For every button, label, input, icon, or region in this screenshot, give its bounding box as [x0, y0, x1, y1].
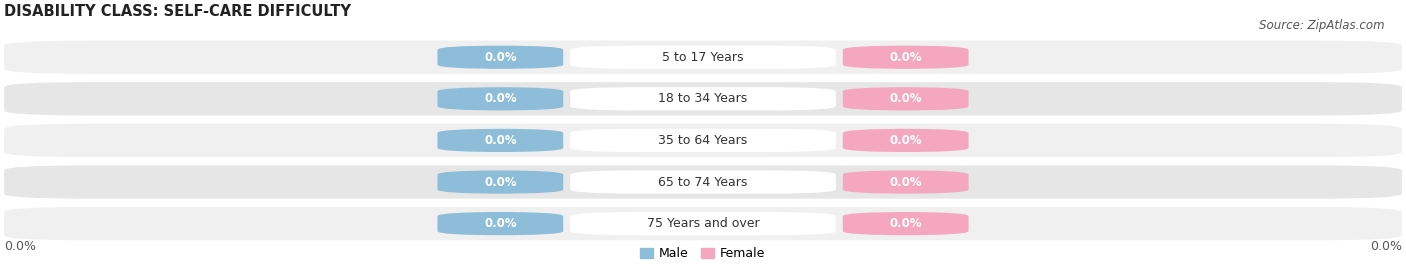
- Text: 0.0%: 0.0%: [484, 176, 516, 188]
- Legend: Male, Female: Male, Female: [636, 243, 770, 265]
- Text: 5 to 17 Years: 5 to 17 Years: [662, 51, 744, 64]
- Text: 0.0%: 0.0%: [890, 134, 922, 147]
- Text: 0.0%: 0.0%: [1369, 240, 1402, 253]
- FancyBboxPatch shape: [842, 87, 969, 110]
- Text: 65 to 74 Years: 65 to 74 Years: [658, 176, 748, 188]
- Text: DISABILITY CLASS: SELF-CARE DIFFICULTY: DISABILITY CLASS: SELF-CARE DIFFICULTY: [4, 4, 352, 19]
- FancyBboxPatch shape: [842, 129, 969, 152]
- Text: 0.0%: 0.0%: [484, 51, 516, 64]
- Text: 0.0%: 0.0%: [890, 51, 922, 64]
- FancyBboxPatch shape: [842, 46, 969, 69]
- FancyBboxPatch shape: [4, 207, 1402, 240]
- Text: Source: ZipAtlas.com: Source: ZipAtlas.com: [1260, 19, 1385, 32]
- Text: 0.0%: 0.0%: [4, 240, 37, 253]
- FancyBboxPatch shape: [4, 40, 1402, 74]
- FancyBboxPatch shape: [4, 165, 1402, 199]
- FancyBboxPatch shape: [437, 170, 564, 194]
- FancyBboxPatch shape: [437, 46, 564, 69]
- Text: 0.0%: 0.0%: [890, 176, 922, 188]
- FancyBboxPatch shape: [571, 87, 835, 110]
- FancyBboxPatch shape: [571, 129, 835, 152]
- Text: 0.0%: 0.0%: [890, 217, 922, 230]
- Text: 0.0%: 0.0%: [484, 92, 516, 105]
- FancyBboxPatch shape: [437, 87, 564, 110]
- FancyBboxPatch shape: [4, 124, 1402, 157]
- Text: 0.0%: 0.0%: [484, 134, 516, 147]
- FancyBboxPatch shape: [842, 212, 969, 235]
- FancyBboxPatch shape: [571, 212, 835, 235]
- FancyBboxPatch shape: [842, 170, 969, 194]
- FancyBboxPatch shape: [571, 46, 835, 69]
- Text: 0.0%: 0.0%: [890, 92, 922, 105]
- Text: 35 to 64 Years: 35 to 64 Years: [658, 134, 748, 147]
- FancyBboxPatch shape: [4, 82, 1402, 116]
- FancyBboxPatch shape: [437, 129, 564, 152]
- Text: 18 to 34 Years: 18 to 34 Years: [658, 92, 748, 105]
- FancyBboxPatch shape: [437, 212, 564, 235]
- Text: 75 Years and over: 75 Years and over: [647, 217, 759, 230]
- Text: 0.0%: 0.0%: [484, 217, 516, 230]
- FancyBboxPatch shape: [571, 170, 835, 194]
